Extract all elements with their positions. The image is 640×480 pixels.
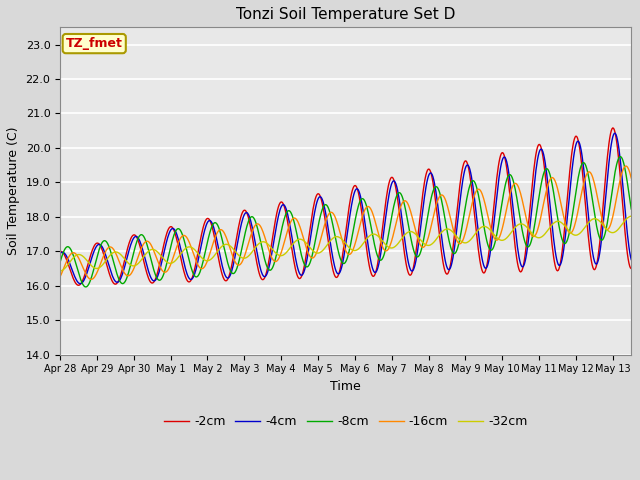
Line: -32cm: -32cm	[60, 216, 631, 271]
-4cm	[56, 251, 64, 256]
-16cm	[301, 239, 308, 245]
-8cm	[59, 252, 67, 258]
-16cm	[322, 217, 330, 223]
-8cm	[627, 206, 635, 212]
Line: -16cm: -16cm	[60, 166, 631, 279]
-8cm	[467, 180, 474, 186]
X-axis label: Time: Time	[330, 380, 361, 393]
Line: -8cm: -8cm	[60, 156, 631, 287]
-16cm	[137, 247, 145, 252]
-16cm	[622, 163, 630, 169]
-8cm	[481, 227, 488, 232]
-32cm	[627, 213, 635, 219]
-32cm	[480, 224, 488, 229]
Line: -4cm: -4cm	[60, 133, 631, 284]
-4cm	[611, 131, 619, 136]
-2cm	[59, 249, 67, 255]
-2cm	[609, 125, 616, 131]
Line: -2cm: -2cm	[60, 128, 631, 285]
-2cm	[301, 262, 308, 268]
-32cm	[300, 238, 308, 244]
-2cm	[481, 270, 488, 276]
Legend: -2cm, -4cm, -8cm, -16cm, -32cm: -2cm, -4cm, -8cm, -16cm, -32cm	[159, 410, 532, 433]
-8cm	[56, 259, 64, 265]
-8cm	[82, 284, 90, 290]
-4cm	[322, 213, 330, 218]
-32cm	[59, 267, 67, 273]
Y-axis label: Soil Temperature (C): Soil Temperature (C)	[7, 127, 20, 255]
-2cm	[627, 266, 635, 272]
-32cm	[466, 238, 474, 243]
-16cm	[627, 175, 635, 181]
-4cm	[59, 250, 67, 255]
-4cm	[627, 257, 635, 263]
-4cm	[467, 169, 474, 175]
-4cm	[301, 267, 308, 273]
-4cm	[481, 264, 488, 270]
-8cm	[301, 262, 308, 267]
-2cm	[322, 223, 330, 229]
-16cm	[59, 269, 67, 275]
-32cm	[321, 245, 329, 251]
-8cm	[322, 202, 330, 208]
Text: TZ_fmet: TZ_fmet	[66, 37, 123, 50]
-4cm	[137, 241, 145, 247]
-2cm	[56, 249, 64, 254]
-4cm	[76, 281, 84, 287]
-16cm	[87, 276, 95, 282]
Title: Tonzi Soil Temperature Set D: Tonzi Soil Temperature Set D	[236, 7, 455, 22]
-2cm	[75, 282, 83, 288]
-16cm	[467, 207, 474, 213]
-2cm	[467, 178, 474, 183]
-8cm	[617, 154, 625, 159]
-32cm	[56, 268, 64, 274]
-2cm	[137, 246, 145, 252]
-16cm	[56, 274, 64, 279]
-16cm	[481, 198, 488, 204]
-8cm	[137, 232, 145, 238]
-32cm	[136, 259, 144, 264]
